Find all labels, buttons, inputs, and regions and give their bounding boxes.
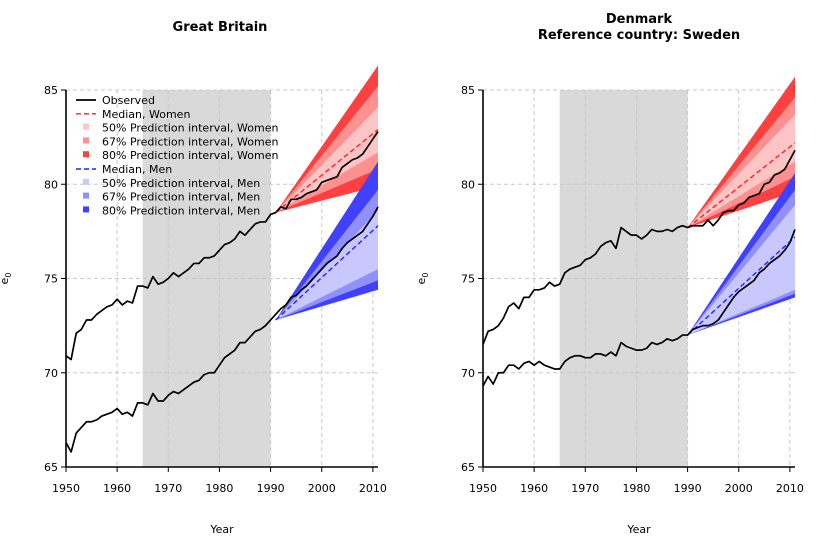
legend-entry-label: 50% Prediction interval, Men	[102, 177, 260, 190]
y-axis-label: e0	[415, 273, 430, 285]
prediction-interval-pi67-men	[275, 189, 378, 320]
y-axis-label: e0	[0, 273, 13, 285]
prediction-interval-pi50-women	[687, 114, 795, 228]
legend-entry-label: 67% Prediction interval, Women	[102, 135, 278, 148]
y-tick-label: 70	[461, 367, 475, 380]
legend-swatch-box	[83, 123, 89, 130]
y-tick-label: 75	[461, 273, 475, 286]
x-tick-label: 1960	[520, 482, 548, 495]
prediction-interval-pi50-men	[687, 204, 795, 336]
x-tick-label: 1970	[571, 482, 599, 495]
x-axis-label: Year	[209, 523, 234, 536]
median-line-men	[687, 236, 796, 336]
y-axis-label-subscript: 0	[4, 273, 13, 278]
y-tick-label: 75	[44, 273, 58, 286]
x-tick-label: 2010	[776, 482, 804, 495]
median-line-women	[687, 142, 796, 229]
y-tick-label: 70	[44, 367, 58, 380]
legend-swatch-box	[83, 178, 89, 185]
x-tick-label: 2000	[308, 482, 336, 495]
x-tick-label: 1950	[469, 482, 497, 495]
chart-title: Denmark	[606, 12, 673, 27]
y-tick-label: 65	[44, 461, 58, 474]
legend-swatch-box	[83, 151, 89, 158]
observed-series-line	[482, 229, 796, 387]
observed-series-line	[482, 149, 796, 345]
legend-swatch-box	[83, 206, 89, 213]
y-tick-label: 85	[44, 84, 58, 97]
legend-swatch-box	[83, 137, 89, 144]
x-tick-label: 2000	[725, 482, 753, 495]
x-tick-label: 1980	[622, 482, 650, 495]
y-axis-label-subscript: 0	[421, 273, 430, 278]
prediction-interval-pi80-women	[687, 76, 795, 228]
x-axis-label: Year	[626, 523, 651, 536]
legend-entry-label: Observed	[102, 94, 155, 107]
legend-entry-label: 80% Prediction interval, Women	[102, 149, 278, 162]
x-tick-label: 1990	[257, 482, 285, 495]
chart-title: Great Britain	[173, 20, 268, 35]
observed-series-line	[65, 130, 379, 361]
legend-entry-label: 50% Prediction interval, Women	[102, 122, 278, 135]
y-tick-label: 80	[461, 178, 475, 191]
y-tick-label: 85	[461, 84, 475, 97]
chart-subtitle: Reference country: Sweden	[538, 28, 740, 43]
median-line-men	[275, 225, 379, 321]
x-tick-label: 1950	[52, 482, 80, 495]
legend-entry-label: Median, Men	[102, 163, 172, 176]
x-tick-label: 1970	[154, 482, 182, 495]
legend-swatch-box	[83, 192, 89, 199]
legend-entry-label: Median, Women	[102, 108, 190, 121]
prediction-interval-pi67-women	[687, 97, 795, 228]
y-tick-label: 65	[461, 461, 475, 474]
legend-entry-label: 67% Prediction interval, Men	[102, 191, 260, 204]
x-tick-label: 1990	[674, 482, 702, 495]
prediction-interval-pi67-women	[275, 86, 378, 213]
x-tick-label: 1960	[103, 482, 131, 495]
x-tick-label: 2010	[359, 482, 387, 495]
median-line-women	[275, 129, 379, 214]
y-tick-label: 80	[44, 178, 58, 191]
observed-series-line	[65, 206, 379, 453]
legend-entry-label: 80% Prediction interval, Men	[102, 204, 260, 217]
prediction-interval-pi50-women	[275, 106, 378, 213]
x-tick-label: 1980	[205, 482, 233, 495]
